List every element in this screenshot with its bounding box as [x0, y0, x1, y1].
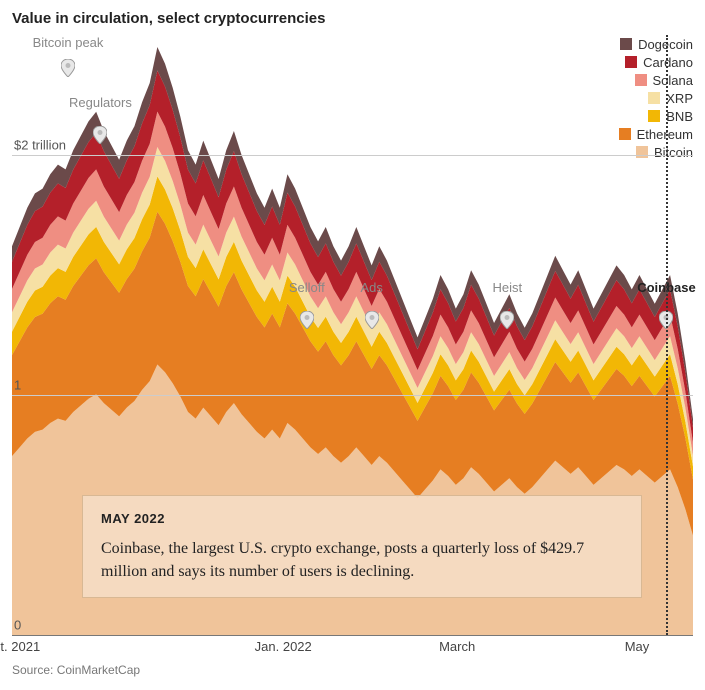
callout-box: MAY 2022 Coinbase, the largest U.S. cryp…	[82, 495, 642, 598]
legend-item: Solana	[619, 71, 693, 89]
legend-label: Ethereum	[637, 127, 693, 142]
source-line: Source: CoinMarketCap	[12, 663, 693, 677]
legend-item: XRP	[619, 89, 693, 107]
x-axis-label: May	[625, 639, 650, 654]
annotation-label: Selloff	[289, 280, 325, 295]
annotation-label: Ads	[360, 280, 382, 295]
legend-swatch	[636, 146, 648, 158]
legend-label: Solana	[653, 73, 693, 88]
x-axis-label: March	[439, 639, 475, 654]
legend-swatch	[619, 128, 631, 140]
legend-label: XRP	[666, 91, 693, 106]
y-axis-label: 1	[14, 378, 21, 393]
annotation-pin-icon	[61, 59, 75, 77]
annotation-label: Bitcoin peak	[33, 35, 104, 50]
callout-date: MAY 2022	[101, 510, 623, 529]
annotation-label: Regulators	[69, 95, 132, 110]
legend-label: BNB	[666, 109, 693, 124]
legend-item: BNB	[619, 107, 693, 125]
legend-item: Cardano	[619, 53, 693, 71]
legend-swatch	[620, 38, 632, 50]
legend: DogecoinCardano Solana XRP BNB Ethereum Bitco…	[619, 35, 693, 161]
annotation-vline	[666, 35, 668, 635]
x-axis-label: Oct. 2021	[0, 639, 40, 654]
callout-text: Coinbase, the largest U.S. crypto exchan…	[101, 537, 623, 583]
chart-area: DogecoinCardano Solana XRP BNB Ethereum Bitco…	[12, 35, 693, 655]
gridline	[12, 155, 693, 156]
annotation-pin-icon	[93, 126, 107, 144]
annotation-pin-icon	[365, 311, 379, 329]
legend-swatch	[635, 74, 647, 86]
legend-item: Ethereum	[619, 125, 693, 143]
legend-label: Bitcoin	[654, 145, 693, 160]
x-axis-label: Jan. 2022	[255, 639, 312, 654]
annotation-label: Heist	[492, 280, 522, 295]
gridline	[12, 395, 693, 396]
chart-container: Value in circulation, select cryptocurre…	[0, 0, 705, 685]
legend-item: Bitcoin	[619, 143, 693, 161]
y-axis-label: 0	[14, 618, 21, 633]
annotation-pin-icon	[500, 311, 514, 329]
y-axis-label: $2 trillion	[14, 138, 66, 153]
legend-swatch	[648, 92, 660, 104]
annotation-pin-icon	[300, 311, 314, 329]
gridline	[12, 635, 693, 636]
legend-item: Dogecoin	[619, 35, 693, 53]
chart-title: Value in circulation, select cryptocurre…	[12, 10, 693, 27]
legend-swatch	[648, 110, 660, 122]
legend-swatch	[625, 56, 637, 68]
